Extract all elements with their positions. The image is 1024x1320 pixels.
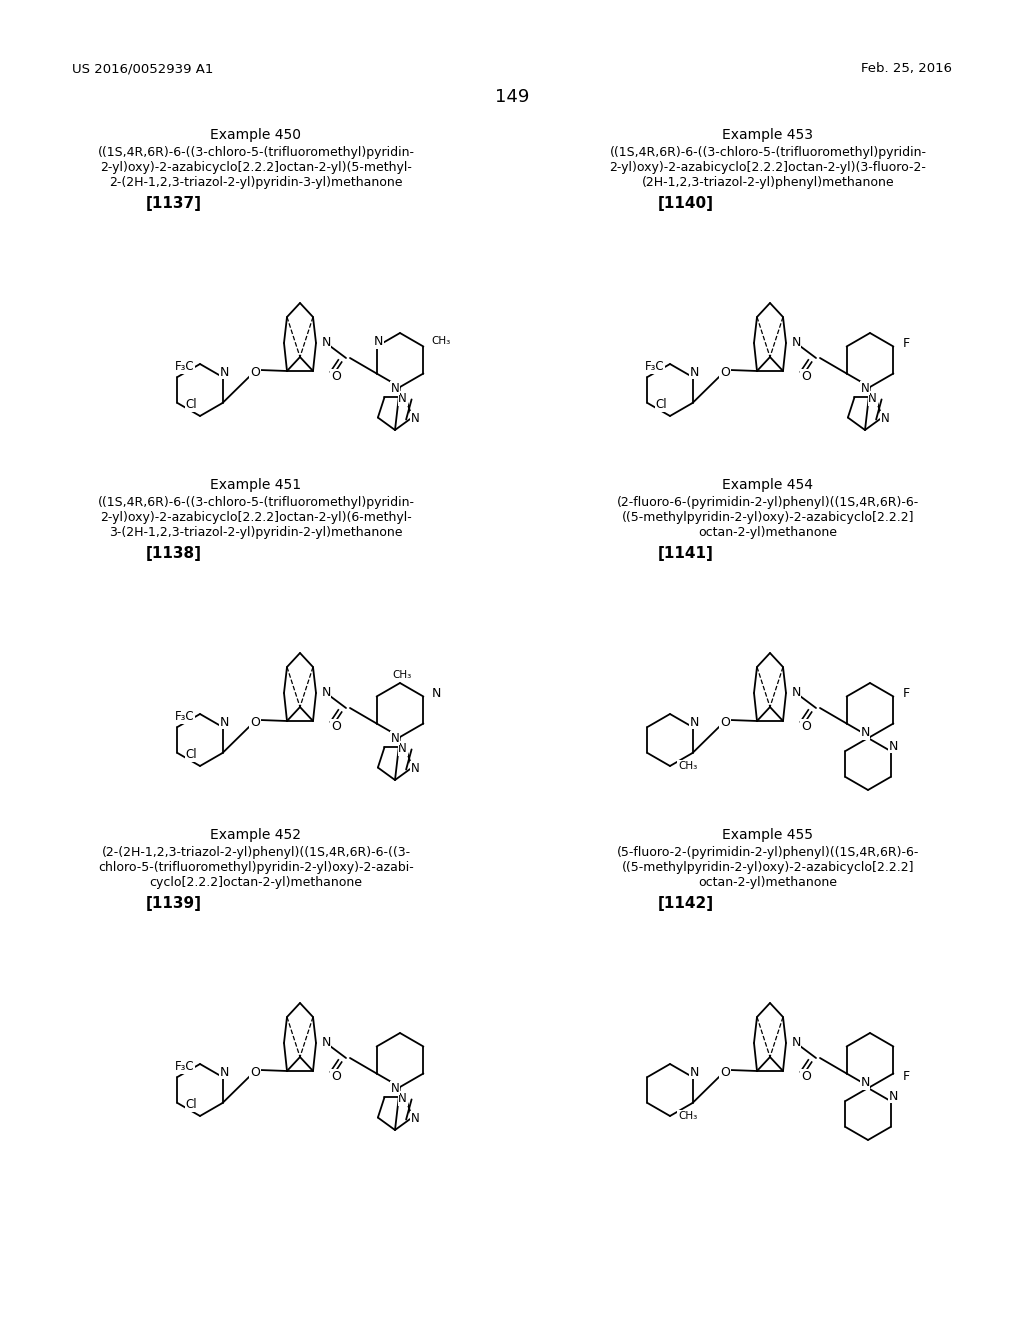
Text: octan-2-yl)methanone: octan-2-yl)methanone	[698, 876, 838, 888]
Text: N: N	[390, 381, 399, 395]
Text: N: N	[411, 1111, 420, 1125]
Text: O: O	[250, 1067, 260, 1080]
Text: N: N	[398, 742, 407, 755]
Text: N: N	[374, 335, 383, 348]
Text: F: F	[902, 686, 909, 700]
Text: N: N	[411, 412, 420, 425]
Text: N: N	[398, 1092, 407, 1105]
Text: 3-(2H-1,2,3-triazol-2-yl)pyridin-2-yl)methanone: 3-(2H-1,2,3-triazol-2-yl)pyridin-2-yl)me…	[110, 525, 402, 539]
Text: ((1S,4R,6R)-6-((3-chloro-5-(trifluoromethyl)pyridin-: ((1S,4R,6R)-6-((3-chloro-5-(trifluoromet…	[609, 147, 927, 158]
Text: N: N	[690, 715, 699, 729]
Text: N: N	[411, 762, 420, 775]
Text: O: O	[331, 370, 341, 383]
Text: N: N	[220, 1065, 229, 1078]
Text: [1137]: [1137]	[146, 195, 202, 211]
Text: (2-(2H-1,2,3-triazol-2-yl)phenyl)((1S,4R,6R)-6-((3-: (2-(2H-1,2,3-triazol-2-yl)phenyl)((1S,4R…	[101, 846, 411, 859]
Text: [1138]: [1138]	[146, 546, 202, 561]
Text: O: O	[720, 367, 730, 380]
Text: CH₃: CH₃	[392, 671, 412, 680]
Text: Example 453: Example 453	[723, 128, 813, 143]
Text: N: N	[398, 392, 407, 405]
Text: N: N	[860, 381, 869, 395]
Text: N: N	[868, 392, 877, 405]
Text: N: N	[881, 412, 890, 425]
Text: Cl: Cl	[655, 399, 667, 412]
Text: ((5-methylpyridin-2-yl)oxy)-2-azabicyclo[2.2.2]: ((5-methylpyridin-2-yl)oxy)-2-azabicyclo…	[622, 511, 914, 524]
Text: N: N	[860, 1077, 869, 1089]
Text: 2-yl)oxy)-2-azabicyclo[2.2.2]octan-2-yl)(6-methyl-: 2-yl)oxy)-2-azabicyclo[2.2.2]octan-2-yl)…	[100, 511, 412, 524]
Text: Example 451: Example 451	[211, 478, 301, 492]
Text: ((1S,4R,6R)-6-((3-chloro-5-(trifluoromethyl)pyridin-: ((1S,4R,6R)-6-((3-chloro-5-(trifluoromet…	[97, 147, 415, 158]
Text: Cl: Cl	[185, 748, 197, 762]
Text: ((1S,4R,6R)-6-((3-chloro-5-(trifluoromethyl)pyridin-: ((1S,4R,6R)-6-((3-chloro-5-(trifluoromet…	[97, 496, 415, 510]
Text: N: N	[390, 731, 399, 744]
Text: Feb. 25, 2016: Feb. 25, 2016	[861, 62, 952, 75]
Text: chloro-5-(trifluoromethyl)pyridin-2-yl)oxy)-2-azabi-: chloro-5-(trifluoromethyl)pyridin-2-yl)o…	[98, 861, 414, 874]
Text: (5-fluoro-2-(pyrimidin-2-yl)phenyl)((1S,4R,6R)-6-: (5-fluoro-2-(pyrimidin-2-yl)phenyl)((1S,…	[616, 846, 920, 859]
Text: Cl: Cl	[185, 1098, 197, 1111]
Text: [1140]: [1140]	[658, 195, 714, 211]
Text: O: O	[720, 1067, 730, 1080]
Text: 2-yl)oxy)-2-azabicyclo[2.2.2]octan-2-yl)(3-fluoro-2-: 2-yl)oxy)-2-azabicyclo[2.2.2]octan-2-yl)…	[609, 161, 927, 174]
Text: ((5-methylpyridin-2-yl)oxy)-2-azabicyclo[2.2.2]: ((5-methylpyridin-2-yl)oxy)-2-azabicyclo…	[622, 861, 914, 874]
Text: cyclo[2.2.2]octan-2-yl)methanone: cyclo[2.2.2]octan-2-yl)methanone	[150, 876, 362, 888]
Text: N: N	[322, 686, 331, 700]
Text: N: N	[690, 366, 699, 379]
Text: O: O	[801, 370, 811, 383]
Text: Example 450: Example 450	[211, 128, 301, 143]
Text: CH₃: CH₃	[678, 762, 697, 771]
Text: N: N	[322, 337, 331, 350]
Text: N: N	[690, 1065, 699, 1078]
Text: N: N	[792, 1036, 801, 1049]
Text: CH₃: CH₃	[431, 337, 451, 346]
Text: [1142]: [1142]	[658, 896, 714, 911]
Text: [1141]: [1141]	[658, 546, 714, 561]
Text: N: N	[889, 739, 898, 752]
Text: F₃C: F₃C	[174, 360, 194, 374]
Text: N: N	[860, 726, 869, 739]
Text: CH₃: CH₃	[678, 1111, 697, 1121]
Text: F₃C: F₃C	[174, 710, 194, 723]
Text: 2-(2H-1,2,3-triazol-2-yl)pyridin-3-yl)methanone: 2-(2H-1,2,3-triazol-2-yl)pyridin-3-yl)me…	[110, 176, 402, 189]
Text: F: F	[902, 1071, 909, 1082]
Text: N: N	[220, 715, 229, 729]
Text: O: O	[801, 719, 811, 733]
Text: Example 455: Example 455	[723, 828, 813, 842]
Text: F₃C: F₃C	[174, 1060, 194, 1073]
Text: O: O	[250, 367, 260, 380]
Text: O: O	[331, 719, 341, 733]
Text: O: O	[720, 717, 730, 730]
Text: 2-yl)oxy)-2-azabicyclo[2.2.2]octan-2-yl)(5-methyl-: 2-yl)oxy)-2-azabicyclo[2.2.2]octan-2-yl)…	[100, 161, 412, 174]
Text: (2-fluoro-6-(pyrimidin-2-yl)phenyl)((1S,4R,6R)-6-: (2-fluoro-6-(pyrimidin-2-yl)phenyl)((1S,…	[616, 496, 920, 510]
Text: [1139]: [1139]	[146, 896, 202, 911]
Text: N: N	[889, 1089, 898, 1102]
Text: US 2016/0052939 A1: US 2016/0052939 A1	[72, 62, 213, 75]
Text: octan-2-yl)methanone: octan-2-yl)methanone	[698, 525, 838, 539]
Text: N: N	[220, 366, 229, 379]
Text: O: O	[250, 717, 260, 730]
Text: Cl: Cl	[185, 399, 197, 412]
Text: Example 454: Example 454	[723, 478, 813, 492]
Text: N: N	[792, 337, 801, 350]
Text: N: N	[431, 686, 440, 700]
Text: O: O	[801, 1069, 811, 1082]
Text: N: N	[322, 1036, 331, 1049]
Text: (2H-1,2,3-triazol-2-yl)phenyl)methanone: (2H-1,2,3-triazol-2-yl)phenyl)methanone	[642, 176, 894, 189]
Text: N: N	[390, 1081, 399, 1094]
Text: N: N	[792, 686, 801, 700]
Text: Example 452: Example 452	[211, 828, 301, 842]
Text: F: F	[902, 337, 909, 350]
Text: F₃C: F₃C	[644, 360, 664, 374]
Text: 149: 149	[495, 88, 529, 106]
Text: O: O	[331, 1069, 341, 1082]
